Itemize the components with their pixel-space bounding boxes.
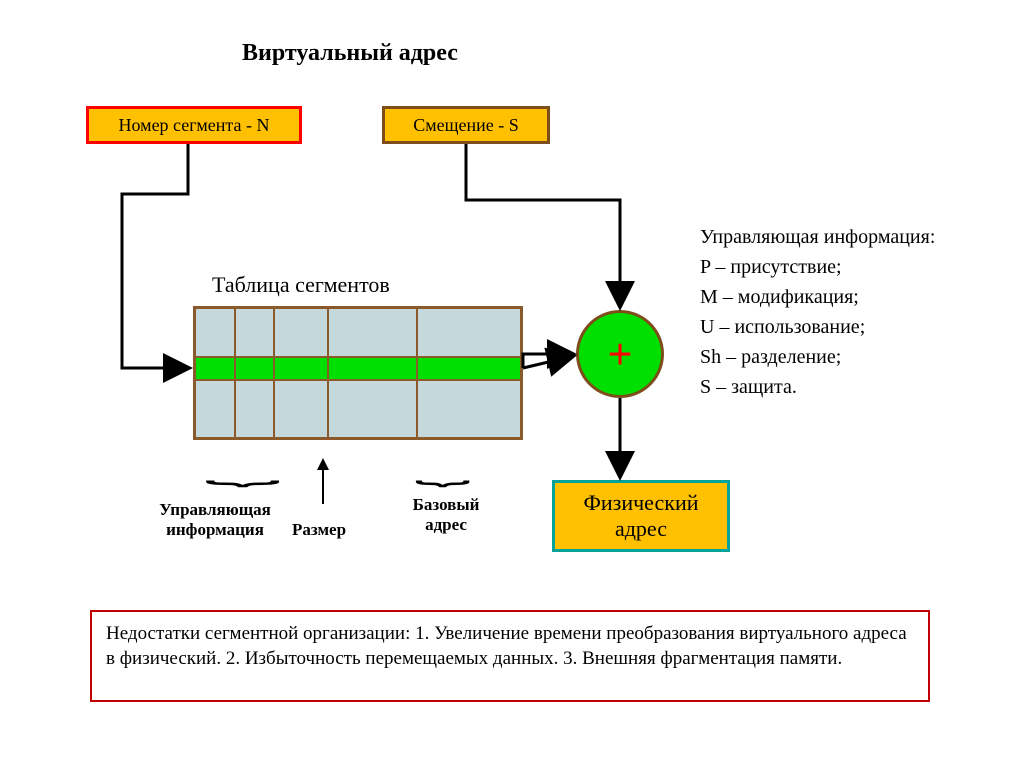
table-cell (417, 308, 521, 357)
arrow-stem (322, 468, 324, 504)
physical-address-box: Физический адрес (552, 480, 730, 552)
table-cell (274, 308, 328, 357)
control-info-text: Управляющая информация:P – присутствие;M… (700, 222, 935, 402)
info-line: Sh – разделение; (700, 342, 935, 372)
table-cell (274, 357, 328, 380)
brace-icon: ⏟ (415, 454, 470, 483)
page-title: Виртуальный адрес (242, 40, 458, 67)
info-line: U – использование; (700, 312, 935, 342)
table-cell (235, 357, 275, 380)
table-cell (235, 380, 275, 438)
table-cell (274, 380, 328, 438)
col-label-base: Базовый адрес (396, 495, 496, 535)
offset-label: Смещение - S (413, 115, 519, 136)
adder-node: + (576, 310, 664, 398)
table-cell (417, 357, 521, 380)
arrow-up-icon (317, 458, 329, 470)
segment-number-box: Номер сегмента - N (86, 106, 302, 144)
table-cell (417, 380, 521, 438)
info-line: M – модификация; (700, 282, 935, 312)
table-cell (328, 357, 417, 380)
segment-number-label: Номер сегмента - N (119, 115, 270, 136)
segment-table (193, 306, 523, 440)
info-line: S – защита. (700, 372, 935, 402)
info-line: Управляющая информация: (700, 222, 935, 252)
table-cell (195, 357, 235, 380)
physical-address-label: Физический адрес (555, 490, 727, 543)
offset-box: Смещение - S (382, 106, 550, 144)
col-label-size: Размер (292, 520, 346, 540)
table-cell (328, 380, 417, 438)
table-cell (328, 308, 417, 357)
adder-symbol: + (607, 329, 632, 380)
footer-text: Недостатки сегментной организации: 1. Ув… (106, 623, 907, 669)
table-cell (235, 308, 275, 357)
col-label-control-info: Управляющая информация (130, 500, 300, 540)
table-cell (195, 308, 235, 357)
segment-table-title: Таблица сегментов (212, 272, 390, 298)
footer-box: Недостатки сегментной организации: 1. Ув… (90, 610, 930, 702)
info-line: P – присутствие; (700, 252, 935, 282)
table-cell (195, 380, 235, 438)
brace-icon: ⏟ (205, 454, 281, 483)
